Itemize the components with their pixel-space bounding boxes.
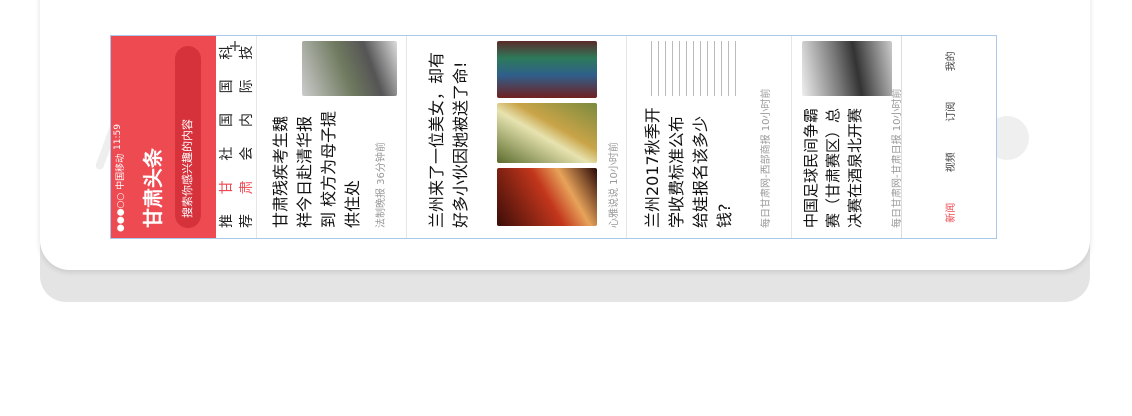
app: ●●●○○ 中国移动 11:59 甘肃头条 搜索你感兴趣的内容 推荐 甘肃 社会… — [111, 36, 996, 238]
thumbnail — [497, 103, 597, 163]
clock: 11:59 — [113, 124, 123, 150]
news-item[interactable]: 中国足球民间争霸赛（甘肃赛区）总决赛在酒泉北开赛 每日甘肃网-甘肃日报 10小时… — [791, 36, 903, 238]
news-meta: 心雅说说 10小时前 — [605, 142, 620, 228]
add-tab[interactable] — [229, 40, 241, 52]
tab[interactable]: 国际 — [219, 79, 255, 94]
nav-item[interactable]: 我的 — [946, 51, 957, 72]
thumbnail — [802, 41, 892, 96]
news-title: 甘肃残疾考生魏祥今日赴清华报到 校方为母子提供住处 — [271, 110, 362, 228]
news-item[interactable]: 甘肃残疾考生魏祥今日赴清华报到 校方为母子提供住处 法制晚报 36分钟前 — [256, 36, 407, 238]
tab[interactable]: 国内 — [219, 112, 255, 127]
news-source: 法制晚报 — [376, 188, 387, 228]
header: ●●●○○ 中国移动 11:59 甘肃头条 搜索你感兴趣的内容 — [111, 36, 216, 238]
bottom-nav: 新闻 视频 订阅 我的 — [901, 36, 996, 238]
thumbnail — [302, 41, 397, 96]
nav-item[interactable]: 视频 — [946, 152, 957, 173]
news-title: 中国足球民间争霸赛（甘肃赛区）总决赛在酒泉北开赛 — [802, 107, 864, 228]
tabs: 推荐 甘肃 社会 国内 国际 科技 — [216, 36, 256, 238]
thumbnail — [497, 168, 597, 226]
news-time: 10小时前 — [609, 142, 620, 185]
tab[interactable]: 社会 — [219, 146, 255, 161]
screen: ●●●○○ 中国移动 11:59 甘肃头条 搜索你感兴趣的内容 推荐 甘肃 社会… — [110, 35, 997, 239]
tab[interactable]: 甘肃 — [219, 180, 255, 195]
news-time: 10小时前 — [761, 88, 772, 132]
thumbnail — [497, 41, 597, 98]
thumbnail — [647, 41, 742, 96]
nav-item[interactable]: 订阅 — [946, 101, 957, 122]
news-time: 36分钟前 — [376, 142, 387, 185]
news-meta: 每日甘肃网-西部商报 10小时前 — [757, 88, 772, 228]
nav-item[interactable]: 新闻 — [946, 202, 957, 223]
news-source: 心雅说说 — [609, 188, 620, 228]
news-item[interactable]: 兰州来了一位美女，却有好多小伙因她被送了命! 心雅说说 10小时前 — [406, 36, 627, 238]
search-box[interactable]: 搜索你感兴趣的内容 — [175, 46, 201, 228]
news-title: 兰州来了一位美女，却有好多小伙因她被送了命! — [427, 51, 470, 228]
news-title: 兰州2017秋季开学收费标准公布 给娃报名该多少钱? — [643, 107, 734, 228]
tab[interactable]: 推荐 — [219, 214, 255, 228]
news-item[interactable]: 兰州2017秋季开学收费标准公布 给娃报名该多少钱? 每日甘肃网-西部商报 10… — [626, 36, 792, 238]
news-meta: 法制晚报 36分钟前 — [372, 142, 387, 228]
app-title: 甘肃头条 — [141, 148, 165, 228]
news-source: 每日甘肃网-西部商报 — [761, 134, 772, 228]
